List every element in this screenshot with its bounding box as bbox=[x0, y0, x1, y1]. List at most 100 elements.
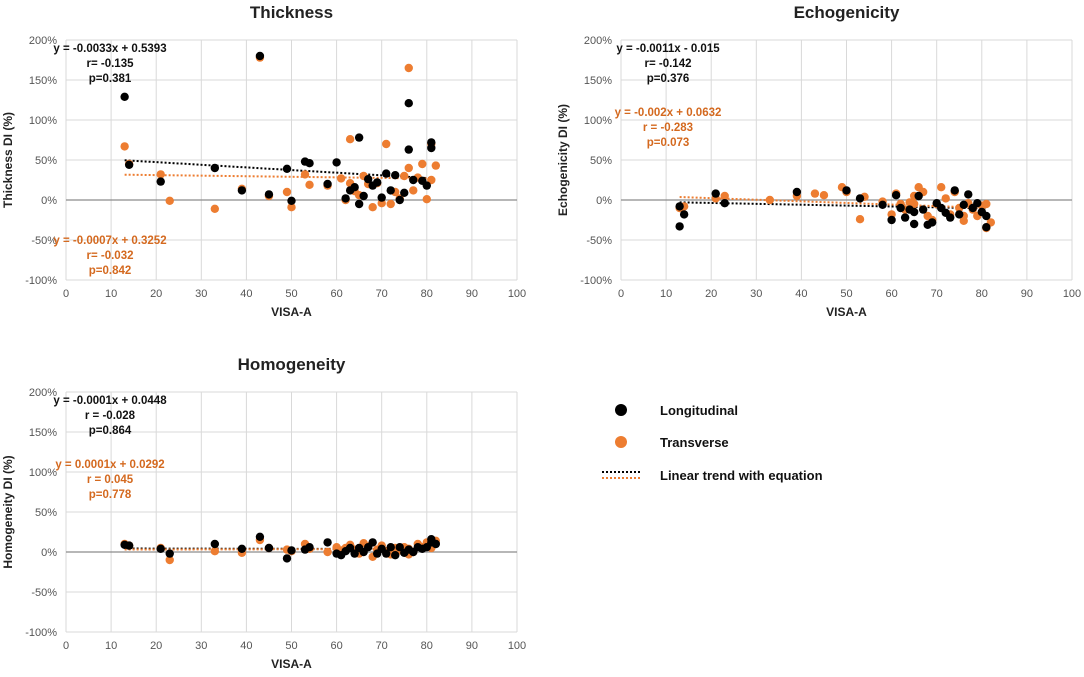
echogenicity-y-tick-label: 50% bbox=[590, 155, 612, 167]
thickness-longitudinal-point bbox=[354, 199, 364, 209]
homogeneity-transverse-annotation: y = 0.0001x + 0.0292 bbox=[55, 459, 164, 471]
thickness-transverse-point bbox=[336, 174, 346, 183]
echogenicity-x-tick-label: 70 bbox=[931, 288, 943, 300]
homogeneity-transverse-point bbox=[210, 547, 220, 556]
thickness-longitudinal-point bbox=[404, 99, 413, 108]
thickness-transverse-point bbox=[156, 170, 165, 179]
echogenicity-transverse-point bbox=[855, 215, 865, 224]
thickness-y-tick-label: 50% bbox=[35, 155, 57, 167]
homogeneity-x-axis-label: VISA-A bbox=[271, 657, 312, 671]
homogeneity-longitudinal-point bbox=[156, 544, 165, 553]
thickness-transverse-point bbox=[382, 139, 391, 149]
echogenicity-longitudinal-point bbox=[855, 194, 865, 203]
echogenicity-y-axis-label: Echogenicity DI (%) bbox=[556, 104, 570, 216]
thickness-transverse-point bbox=[404, 163, 413, 173]
legend-longitudinal-label: Longitudinal bbox=[660, 403, 738, 418]
echogenicity-longitudinal-point bbox=[955, 210, 964, 219]
homogeneity-longitudinal-point bbox=[386, 543, 395, 552]
echogenicity-x-tick-label: 100 bbox=[1063, 288, 1081, 300]
echogenicity-transverse-annotation: y = -0.002x + 0.0632 bbox=[615, 107, 722, 119]
echogenicity-x-tick-label: 0 bbox=[618, 288, 624, 300]
homogeneity-transverse-annotation: r = 0.045 bbox=[87, 474, 134, 486]
echogenicity-longitudinal-point bbox=[927, 218, 937, 227]
thickness-x-tick-label: 60 bbox=[330, 288, 342, 300]
echogenicity-transverse-point bbox=[765, 195, 775, 205]
thickness-longitudinal-point bbox=[287, 196, 296, 205]
thickness-longitudinal-point bbox=[382, 169, 391, 178]
echogenicity-longitudinal-point bbox=[950, 186, 959, 195]
homogeneity-longitudinal-point bbox=[287, 546, 296, 555]
homogeneity-transverse-annotation: p=0.778 bbox=[89, 489, 132, 501]
echogenicity-longitudinal-point bbox=[946, 213, 955, 222]
echogenicity-y-tick-label: -100% bbox=[580, 275, 612, 287]
homogeneity-y-axis-label: Homogeneity DI (%) bbox=[1, 455, 15, 568]
thickness-x-tick-label: 10 bbox=[105, 288, 117, 300]
thickness-longitudinal-point bbox=[427, 143, 436, 153]
homogeneity-x-tick-label: 80 bbox=[421, 640, 433, 652]
thickness-longitudinal-point bbox=[359, 191, 368, 201]
thickness-longitudinal-point bbox=[120, 92, 129, 102]
echogenicity-longitudinal-point bbox=[982, 223, 991, 232]
thickness-transverse-point bbox=[287, 203, 296, 212]
echogenicity-longitudinal-point bbox=[973, 199, 982, 208]
thickness-transverse-point bbox=[431, 161, 441, 170]
echogenicity-transverse-point bbox=[720, 191, 729, 201]
homogeneity-longitudinal-point bbox=[124, 541, 134, 550]
homogeneity-transverse-trend-line bbox=[124, 548, 432, 551]
echogenicity-longitudinal-point bbox=[900, 213, 910, 222]
homogeneity-y-tick-label: -50% bbox=[31, 587, 57, 599]
thickness-y-axis-label: Thickness DI (%) bbox=[1, 112, 15, 208]
echogenicity-transverse-trend-line bbox=[679, 196, 987, 209]
echogenicity-longitudinal-point bbox=[711, 189, 720, 198]
thickness-longitudinal-annotation: y = -0.0033x + 0.5393 bbox=[53, 43, 166, 55]
echogenicity-chart: -100% -50% 0% 50% 100% 150% 200% 0 10 20 30 40 50 60 7… bbox=[556, 3, 1081, 319]
homogeneity-longitudinal-annotation: p=0.864 bbox=[89, 425, 132, 437]
echogenicity-transverse-annotation: r = -0.283 bbox=[643, 122, 693, 134]
echogenicity-transverse-annotation: p=0.073 bbox=[647, 137, 690, 149]
echogenicity-transverse-point bbox=[909, 199, 919, 209]
echogenicity-y-tick-label: 100% bbox=[584, 115, 612, 127]
thickness-transverse-point bbox=[305, 180, 314, 189]
homogeneity-longitudinal-point bbox=[255, 532, 265, 541]
homogeneity-x-tick-label: 20 bbox=[150, 640, 162, 652]
homogeneity-x-tick-label: 30 bbox=[195, 640, 207, 652]
legend-transverse-marker bbox=[615, 436, 627, 448]
thickness-transverse-point bbox=[120, 142, 129, 151]
homogeneity-x-tick-label: 100 bbox=[508, 640, 526, 652]
homogeneity-longitudinal-point bbox=[264, 543, 274, 553]
thickness-title: Thickness bbox=[250, 3, 333, 22]
thickness-transverse-point bbox=[300, 170, 310, 179]
thickness-longitudinal-point bbox=[264, 190, 274, 199]
echogenicity-y-tick-label: 0% bbox=[596, 195, 612, 207]
thickness-x-tick-label: 80 bbox=[421, 288, 433, 300]
thickness-y-tick-label: -100% bbox=[25, 275, 57, 287]
thickness-x-tick-label: 20 bbox=[150, 288, 162, 300]
thickness-longitudinal-annotation: r= -0.135 bbox=[87, 58, 135, 70]
thickness-transverse-point bbox=[400, 171, 409, 181]
legend: Longitudinal Transverse Linear trend wit… bbox=[602, 403, 823, 483]
homogeneity-longitudinal-annotation: r = -0.028 bbox=[85, 410, 136, 422]
thickness-longitudinal-point bbox=[354, 133, 364, 142]
legend-transverse-label: Transverse bbox=[660, 435, 729, 450]
echogenicity-longitudinal-point bbox=[720, 199, 729, 208]
thickness-longitudinal-point bbox=[124, 160, 134, 169]
thickness-longitudinal-point bbox=[323, 179, 332, 189]
thickness-transverse-trend-line bbox=[124, 173, 432, 180]
legend-longitudinal-marker bbox=[615, 404, 627, 416]
homogeneity-y-tick-label: 0% bbox=[41, 547, 57, 559]
thickness-longitudinal-point bbox=[210, 163, 220, 173]
thickness-transverse-annotation: y = -0.0007x + 0.3252 bbox=[53, 235, 166, 247]
thickness-y-tick-label: 200% bbox=[29, 35, 57, 47]
thickness-y-tick-label: 0% bbox=[41, 195, 57, 207]
homogeneity-longitudinal-point bbox=[282, 554, 292, 563]
legend-trend-label: Linear trend with equation bbox=[660, 468, 823, 483]
thickness-y-tick-label: 150% bbox=[29, 75, 57, 87]
thickness-transverse-point bbox=[165, 196, 174, 205]
echogenicity-y-tick-label: 200% bbox=[584, 35, 612, 47]
thickness-transverse-point bbox=[386, 199, 395, 209]
homogeneity-transverse-point bbox=[323, 547, 332, 557]
thickness-longitudinal-point bbox=[305, 159, 314, 168]
thickness-x-tick-label: 0 bbox=[63, 288, 69, 300]
thickness-transverse-point bbox=[409, 186, 418, 195]
thickness-x-tick-label: 40 bbox=[240, 288, 252, 300]
